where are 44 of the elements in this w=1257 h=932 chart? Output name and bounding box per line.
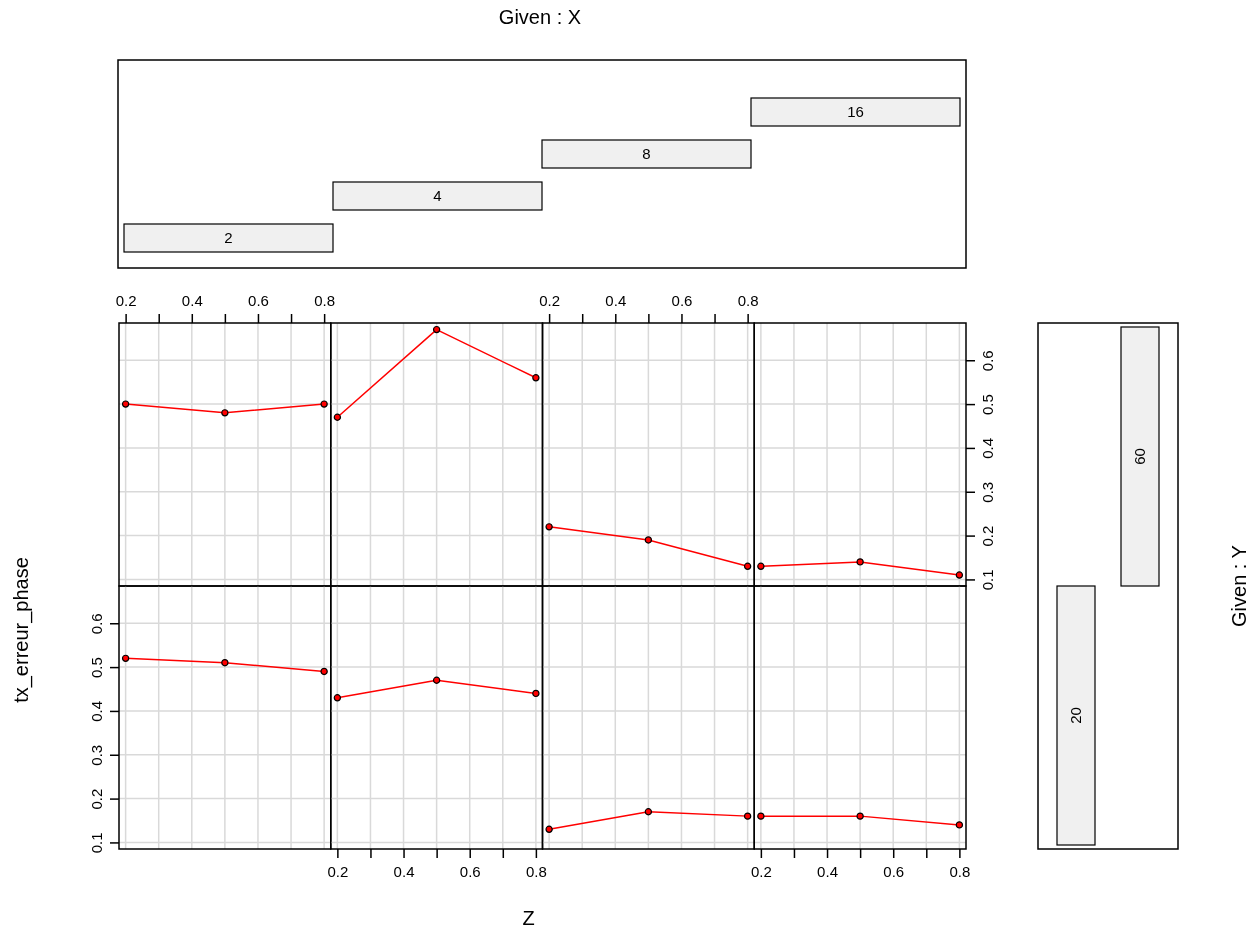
x-tick-label: 0.8 [949,862,971,880]
point [320,667,328,676]
text: Given : Y [1228,545,1250,627]
x-tick-label: 0.2 [327,862,349,880]
x-tick-label: 0.2 [539,292,561,309]
y-axis-title: tx_erreur_phase [10,557,33,703]
x-tick-label: 0.2 [115,292,137,309]
x-tick-label: 0.6 [459,862,481,880]
x-tick-label: 0.4 [181,292,203,309]
text: 60 [1131,448,1148,465]
text: 4 [433,187,442,204]
y-tick-label: 0.6 [979,350,997,372]
text: Given : X [498,6,582,28]
y-tick-label: 0.5 [88,657,106,679]
y-tick-label: 0.2 [979,525,997,547]
y-tick-label: 0.3 [88,744,106,766]
x-tick-label: 0.8 [525,862,547,880]
x-tick-label: 0.4 [393,862,415,880]
y-tick-label: 0.4 [979,438,997,459]
x-tick-label: 0.6 [671,292,693,309]
text: 8 [642,145,651,162]
y-tick-label: 0.3 [979,481,997,503]
x-tick-label: 0.6 [248,292,269,309]
point [856,558,864,566]
x-tick-label: 0.8 [737,292,759,309]
x-axis-title: Z [522,907,535,929]
point [955,571,964,579]
point [121,654,130,663]
x-tick-label: 0.4 [605,292,627,309]
text: 16 [847,103,864,120]
y-tick-label: 0.6 [88,613,106,635]
point [221,659,229,667]
x-tick-label: 0.2 [750,862,772,880]
y-tick-label: 0.1 [88,832,106,854]
y-tick-label: 0.5 [979,394,997,416]
y-tick-label: 0.4 [88,701,106,722]
y-tick-label: 0.2 [88,788,106,810]
x-tick-label: 0.4 [817,862,838,880]
y-tick-label: 0.1 [979,569,997,591]
x-tick-label: 0.6 [883,862,905,880]
x-tick-label: 0.8 [314,292,336,309]
text: 2 [224,229,233,246]
point [757,562,765,570]
text: 20 [1067,707,1084,724]
